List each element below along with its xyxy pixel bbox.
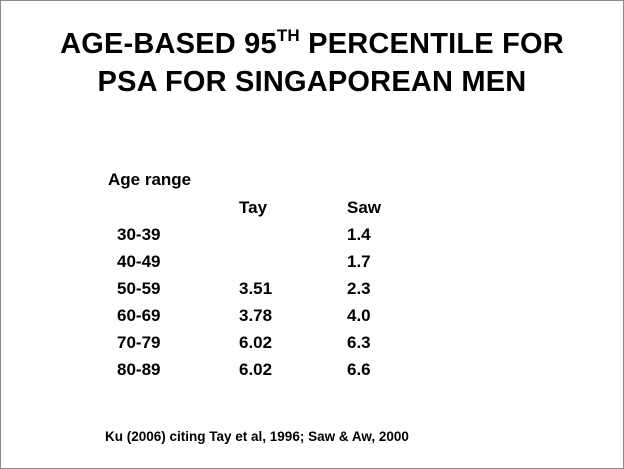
age-cell: 80-89 [117, 360, 161, 379]
tay-value-cell: 3.78 [239, 306, 273, 325]
age-cell: 30-39 [117, 225, 161, 244]
title-line1-post: PERCENTILE FOR [299, 28, 564, 60]
saw-value-cell: 1.7 [347, 252, 371, 271]
citation: Ku (2006) citing Tay et al, 1996; Saw & … [105, 429, 409, 444]
saw-value-cell: 1.4 [347, 225, 371, 244]
age-cell: 40-49 [117, 252, 161, 271]
saw-value-cell: 6.6 [347, 360, 371, 379]
saw-value-cell: 6.3 [347, 333, 371, 352]
age-cell: 60-69 [117, 306, 161, 325]
saw-value-cell: 4.0 [347, 306, 371, 325]
tay-value-cell: 6.02 [239, 360, 273, 379]
title-superscript: TH [276, 26, 300, 45]
tay-value-cell: 6.02 [239, 333, 273, 352]
title-line2: PSA FOR SINGAPOREAN MEN [97, 66, 527, 98]
saw-column-header: Saw [347, 198, 382, 217]
age-range-header: Age range [108, 170, 192, 189]
age-cell: 70-79 [117, 333, 161, 352]
saw-value-cell: 2.3 [347, 279, 371, 298]
tay-column-header: Tay [239, 198, 268, 217]
tay-value-cell: 3.51 [239, 279, 273, 298]
title-line1-pre: AGE-BASED 95 [60, 28, 277, 60]
slide-title: AGE-BASED 95TH PERCENTILE FOR PSA FOR SI… [1, 25, 623, 101]
age-cell: 50-59 [117, 279, 161, 298]
